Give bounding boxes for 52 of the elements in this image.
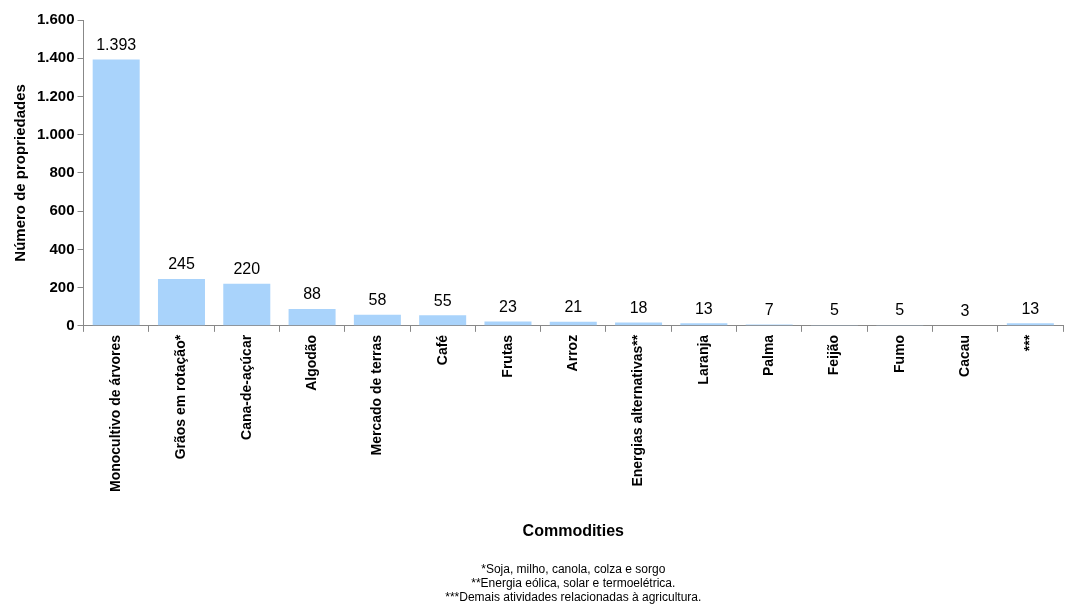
data-label: 88 xyxy=(303,285,322,303)
x-tick-label: Laranja xyxy=(694,334,711,385)
x-tick-label: Palma xyxy=(760,334,777,377)
data-label: 5 xyxy=(895,301,905,319)
data-label: 1.393 xyxy=(96,35,137,53)
x-tick-label: Mercado de terras xyxy=(368,334,385,456)
bar xyxy=(288,309,336,326)
x-tick-label: Grãos em rotação* xyxy=(172,334,189,460)
data-label: 58 xyxy=(368,291,387,309)
x-tick-label: Cacau xyxy=(955,334,972,377)
x-tick-label: Cana-de-açúcar xyxy=(237,334,254,440)
x-tick-label: Monocultivo de árvores xyxy=(107,334,124,493)
x-axis-title: Commodities xyxy=(522,522,625,540)
data-label: 7 xyxy=(764,300,774,318)
data-label: 23 xyxy=(499,297,517,315)
x-tick-label: *** xyxy=(1021,334,1038,352)
data-label: 18 xyxy=(629,298,648,316)
x-tick-label: Café xyxy=(433,334,450,366)
bar xyxy=(157,279,205,326)
y-tick-label: 1.400 xyxy=(36,48,75,66)
bar xyxy=(484,321,532,326)
x-tick-label: Frutas xyxy=(498,334,515,378)
x-tick-label: Feijão xyxy=(825,334,842,376)
y-tick-label: 400 xyxy=(49,239,75,257)
bar xyxy=(353,314,401,326)
y-tick-label: 600 xyxy=(49,201,75,219)
y-tick-label: 1.200 xyxy=(36,86,75,104)
text: **Energia eólica, solar e termoelétrica. xyxy=(471,576,676,591)
y-tick-label: 1.600 xyxy=(36,10,75,28)
x-tick-label: Fumo xyxy=(890,334,907,373)
text: *Soja, milho, canola, colza e sorgo xyxy=(481,562,666,577)
data-label: 5 xyxy=(830,301,840,319)
x-tick-label: Energias alternativas** xyxy=(629,334,646,487)
data-label: 13 xyxy=(694,299,713,317)
data-label: 21 xyxy=(564,298,583,316)
y-tick-label: 800 xyxy=(49,163,75,181)
bar xyxy=(615,322,663,326)
bar xyxy=(419,315,467,326)
data-label: 55 xyxy=(433,291,452,309)
y-tick-label: 0 xyxy=(66,316,75,333)
data-label: 13 xyxy=(1021,299,1040,317)
y-axis-title: Número de propriedades xyxy=(11,84,29,262)
y-tick-label: 1.000 xyxy=(36,124,75,142)
x-tick-label: Arroz xyxy=(564,334,581,372)
data-label: 245 xyxy=(168,255,195,273)
y-tick-label: 200 xyxy=(49,277,75,295)
data-label: 220 xyxy=(233,260,261,278)
data-label: 3 xyxy=(960,301,970,319)
text: ***Demais atividades relacionadas à agricultura. xyxy=(445,590,702,605)
bar xyxy=(92,59,140,326)
x-tick-label: Algodão xyxy=(302,334,319,391)
bar xyxy=(223,283,271,326)
